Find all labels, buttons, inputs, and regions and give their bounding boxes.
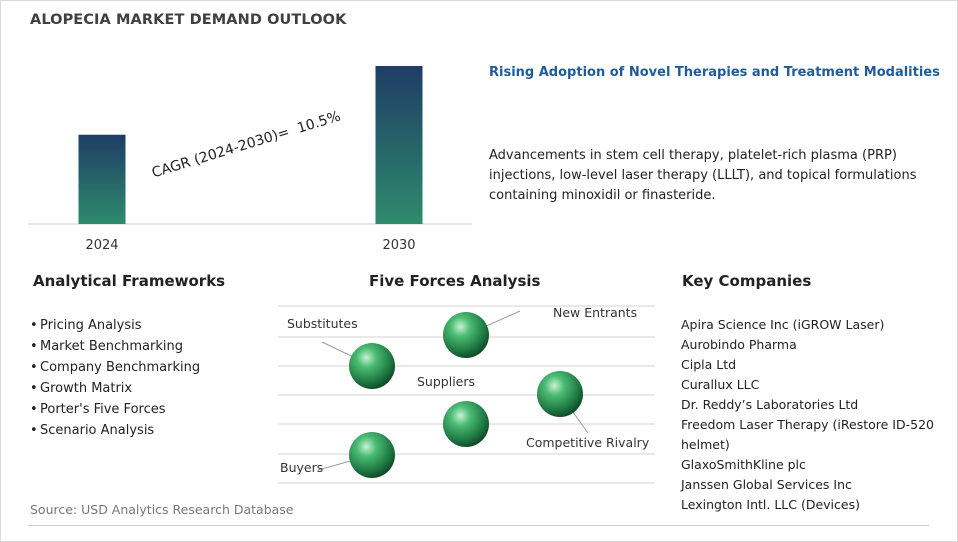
key-companies-title: Key Companies [682, 272, 812, 290]
frameworks-title: Analytical Frameworks [33, 272, 226, 290]
label-suppliers: Suppliers [417, 374, 476, 389]
page-title: ALOPECIA MARKET DEMAND OUTLOOK [30, 12, 347, 28]
list-item: GlaxoSmithKline plc [681, 457, 806, 472]
highlight-headline: Rising Adoption of Novel Therapies and T… [489, 65, 940, 80]
list-item: Cipla Ltd [681, 357, 737, 372]
sphere-substitutes [349, 343, 395, 389]
list-item: Dr. Reddy’s Laboratories Ltd [681, 397, 859, 412]
list-item: • Porter's Five Forces [30, 402, 166, 417]
list-item: Apira Science Inc (iGROW Laser) [681, 317, 885, 332]
list-item: Curallux LLC [681, 377, 760, 392]
x-tick-label: 2030 [382, 238, 415, 253]
highlight-description: Advancements in stem cell therapy, plate… [489, 148, 917, 203]
sphere-buyers [349, 432, 395, 478]
bar-2024 [78, 134, 126, 224]
label-substitutes: Substitutes [287, 316, 358, 331]
list-item: • Scenario Analysis [30, 423, 155, 438]
list-item: Lexington Intl. LLC (Devices) [681, 497, 860, 512]
label-buyers: Buyers [280, 460, 324, 475]
label-new-entrants: New Entrants [553, 305, 638, 320]
list-item: • Growth Matrix [30, 381, 133, 396]
sphere-new-entrants [443, 312, 489, 358]
divider [28, 525, 929, 526]
x-tick-label: 2024 [85, 238, 118, 253]
list-item: • Company Benchmarking [30, 360, 201, 375]
sphere-competitive-rivalry [537, 371, 583, 417]
frameworks-list: • Pricing Analysis • Market Benchmarking •… [30, 315, 200, 441]
list-item: • Market Benchmarking [30, 339, 183, 354]
list-item: Aurobindo Pharma [681, 337, 797, 352]
label-competitive-rivalry: Competitive Rivalry [526, 435, 650, 450]
source-note: Source: USD Analytics Research Database [30, 502, 294, 517]
list-item: • Pricing Analysis [30, 318, 142, 333]
bar-2030 [375, 66, 423, 224]
sphere-suppliers [443, 401, 489, 447]
list-item: Freedom Laser Therapy (iRestore ID-520 h… [681, 417, 934, 452]
list-item: Janssen Global Services Inc [681, 477, 852, 492]
key-companies-list: Apira Science Inc (iGROW Laser) Aurobind… [681, 315, 941, 515]
five-forces-title: Five Forces Analysis [369, 272, 541, 290]
